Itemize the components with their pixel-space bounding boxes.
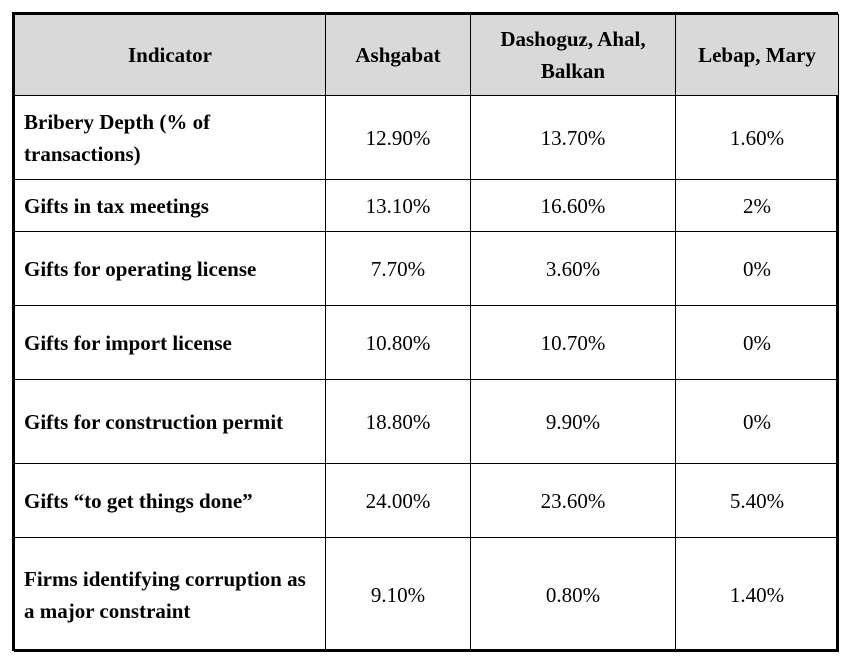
table-row: Gifts for import license 10.80% 10.70% 0…: [14, 305, 839, 380]
data-table-container: Indicator Ashgabat Dashoguz, Ahal, Balka…: [12, 12, 839, 652]
cell-lebap-mary: 2%: [675, 179, 839, 232]
cell-ashgabat: 7.70%: [325, 231, 471, 306]
cell-dashoguz-ahal-balkan: 16.60%: [470, 179, 676, 232]
cell-dashoguz-ahal-balkan: 9.90%: [470, 379, 676, 464]
header-ashgabat: Ashgabat: [325, 14, 471, 96]
cell-dashoguz-ahal-balkan: 10.70%: [470, 305, 676, 380]
table-row: Gifts in tax meetings 13.10% 16.60% 2%: [14, 179, 839, 232]
row-label: Bribery Depth (% of transactions): [14, 95, 326, 180]
header-lebap-mary: Lebap, Mary: [675, 14, 839, 96]
row-label: Gifts for operating license: [14, 231, 326, 306]
corruption-indicators-table: Indicator Ashgabat Dashoguz, Ahal, Balka…: [14, 14, 839, 652]
cell-dashoguz-ahal-balkan: 13.70%: [470, 95, 676, 180]
header-indicator: Indicator: [14, 14, 326, 96]
row-label: Gifts for import license: [14, 305, 326, 380]
cell-ashgabat: 24.00%: [325, 463, 471, 538]
cell-lebap-mary: 0%: [675, 305, 839, 380]
table-row: Gifts for operating license 7.70% 3.60% …: [14, 231, 839, 306]
table-row: Gifts “to get things done” 24.00% 23.60%…: [14, 463, 839, 538]
table-header-row: Indicator Ashgabat Dashoguz, Ahal, Balka…: [14, 14, 839, 96]
cell-lebap-mary: 1.60%: [675, 95, 839, 180]
table-row: Firms identifying corruption as a major …: [14, 537, 839, 652]
row-label: Gifts “to get things done”: [14, 463, 326, 538]
table-row: Gifts for construction permit 18.80% 9.9…: [14, 379, 839, 464]
cell-ashgabat: 18.80%: [325, 379, 471, 464]
cell-dashoguz-ahal-balkan: 0.80%: [470, 537, 676, 652]
cell-lebap-mary: 0%: [675, 231, 839, 306]
cell-ashgabat: 9.10%: [325, 537, 471, 652]
cell-lebap-mary: 5.40%: [675, 463, 839, 538]
cell-ashgabat: 12.90%: [325, 95, 471, 180]
cell-ashgabat: 13.10%: [325, 179, 471, 232]
cell-lebap-mary: 1.40%: [675, 537, 839, 652]
cell-ashgabat: 10.80%: [325, 305, 471, 380]
row-label: Gifts in tax meetings: [14, 179, 326, 232]
cell-dashoguz-ahal-balkan: 23.60%: [470, 463, 676, 538]
header-dashoguz-ahal-balkan: Dashoguz, Ahal, Balkan: [470, 14, 676, 96]
row-label: Gifts for construction permit: [14, 379, 326, 464]
row-label: Firms identifying corruption as a major …: [14, 537, 326, 652]
cell-dashoguz-ahal-balkan: 3.60%: [470, 231, 676, 306]
table-row: Bribery Depth (% of transactions) 12.90%…: [14, 95, 839, 180]
cell-lebap-mary: 0%: [675, 379, 839, 464]
